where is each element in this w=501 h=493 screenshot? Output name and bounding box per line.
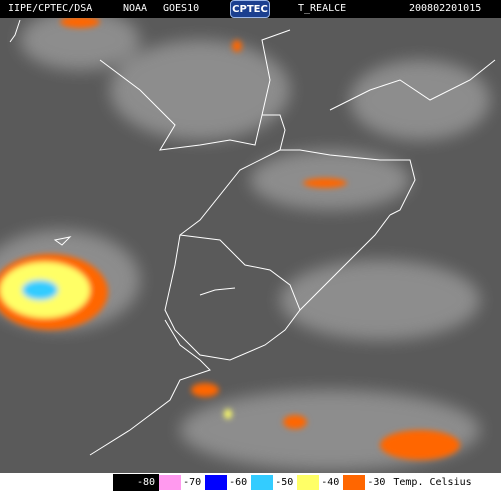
legend-label: -60 <box>229 477 248 488</box>
legend-unit: Temp. Celsius <box>393 477 472 488</box>
legend-label: -70 <box>183 477 202 488</box>
product-label: T_REALCE <box>298 3 347 14</box>
legend-label: -50 <box>275 477 294 488</box>
logo: CPTEC <box>230 0 270 18</box>
satellite-label: GOES10 <box>163 3 200 14</box>
legend-swatch <box>297 475 320 490</box>
legend-swatch <box>343 475 366 490</box>
timestamp: 200802201015 <box>409 3 482 14</box>
satellite-image <box>0 0 501 473</box>
legend-label: -30 <box>367 477 386 488</box>
legend-item: -50 <box>251 474 297 491</box>
legend-label: -80 <box>137 477 156 488</box>
legend-swatch <box>113 475 135 490</box>
legend-item: -40 <box>297 474 343 491</box>
legend: -80 -70 -60 -50 -40 -30 Temp. Celsius <box>113 474 472 491</box>
legend-swatch <box>159 475 182 490</box>
source-label: IIPE/CPTEC/DSA <box>8 3 93 14</box>
legend-swatch <box>251 475 274 490</box>
legend-item: -80 <box>113 474 160 491</box>
legend-item: -30 <box>343 474 389 491</box>
legend-item: -60 <box>205 474 251 491</box>
agency-label: NOAA <box>123 3 148 14</box>
legend-swatch <box>205 475 228 490</box>
legend-label: -40 <box>321 477 340 488</box>
legend-item: -70 <box>159 474 205 491</box>
